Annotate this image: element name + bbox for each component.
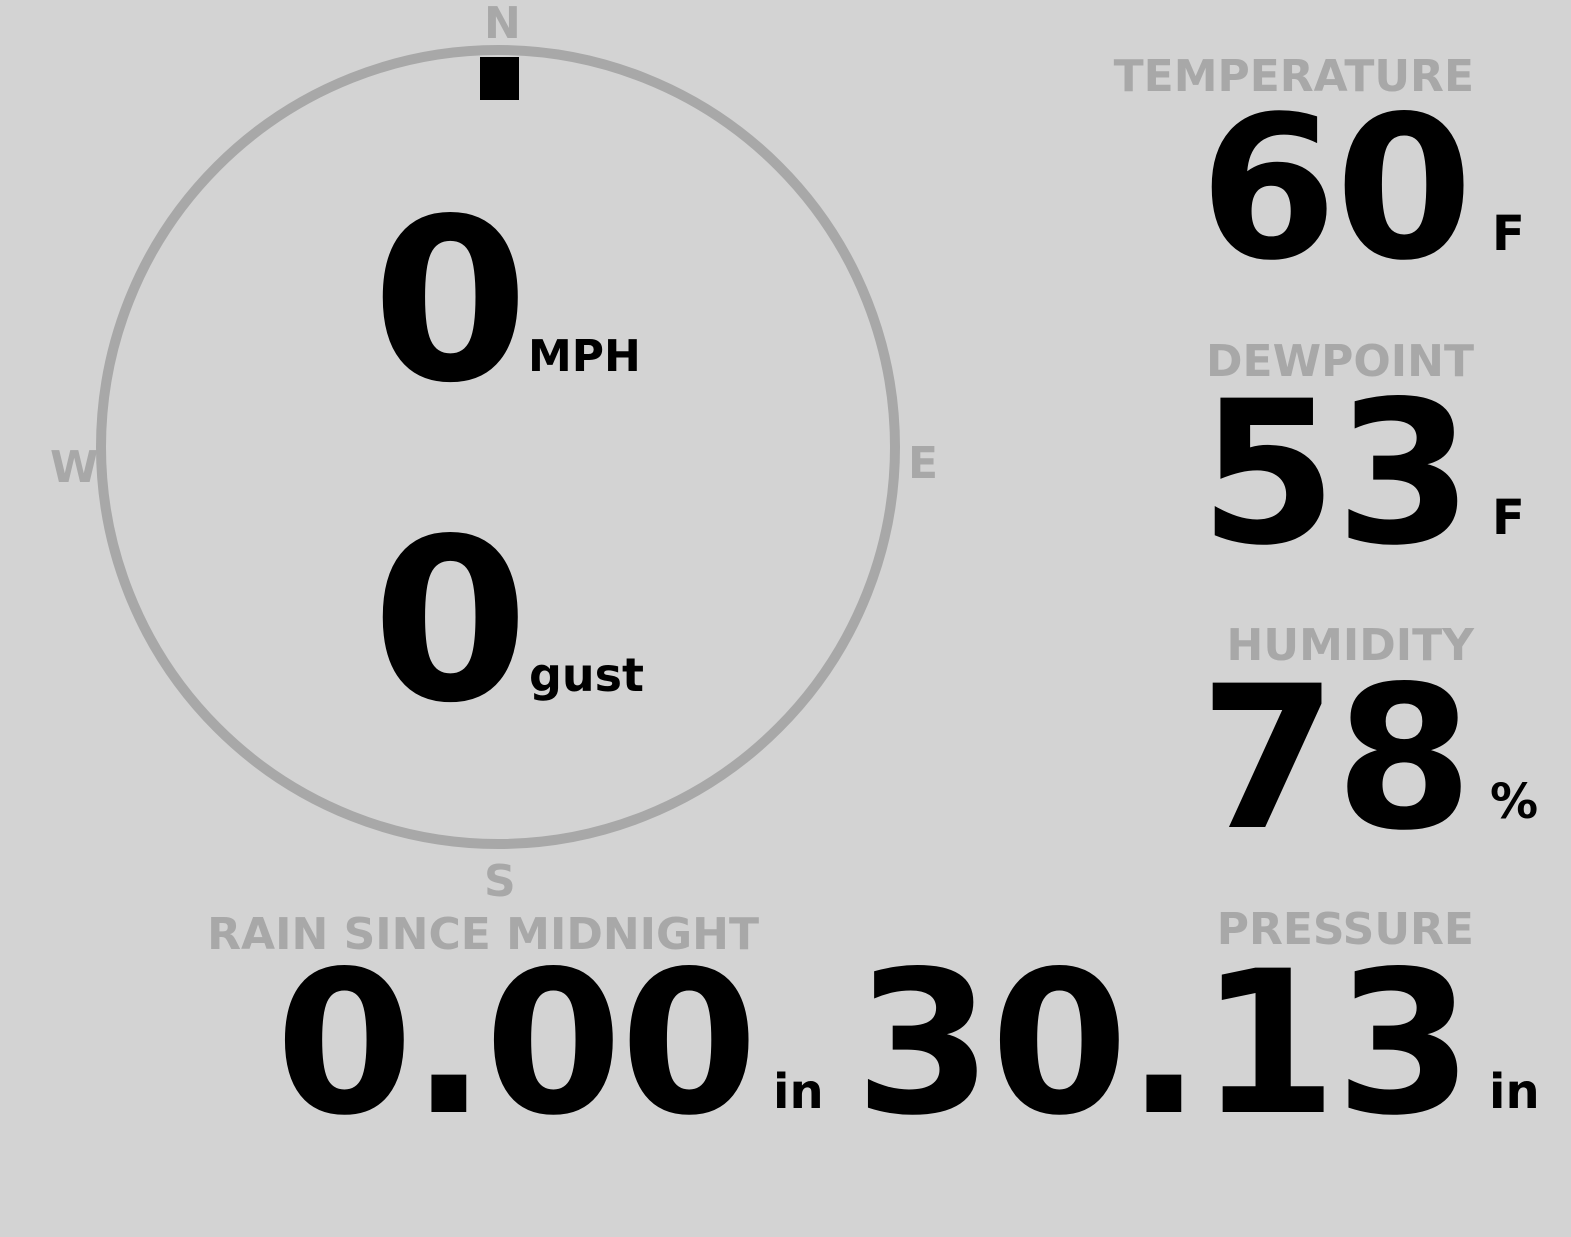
compass-east: E: [908, 438, 939, 489]
rain-unit: in: [773, 1064, 824, 1120]
rain-label: RAIN SINCE MIDNIGHT: [207, 909, 759, 960]
compass-ring: [96, 45, 900, 849]
humidity-unit: %: [1490, 774, 1539, 830]
compass-north: N: [484, 0, 521, 49]
dewpoint-unit: F: [1492, 490, 1525, 546]
humidity-value: 78: [1199, 643, 1473, 874]
temperature-value: 60: [1199, 73, 1473, 304]
temperature-unit: F: [1492, 206, 1525, 262]
pressure-label: PRESSURE: [1216, 904, 1474, 955]
rain-value: 0.00: [275, 928, 758, 1159]
wind-speed-unit: MPH: [528, 331, 641, 382]
compass-west: W: [50, 442, 99, 493]
dewpoint-label: DEWPOINT: [1206, 336, 1474, 387]
wind-direction-marker: [480, 57, 519, 100]
wind-speed-value: 0: [372, 171, 529, 433]
dewpoint-value: 53: [1199, 358, 1473, 589]
wind-gust-unit: gust: [529, 648, 645, 702]
humidity-label: HUMIDITY: [1226, 620, 1474, 671]
temperature-label: TEMPERATURE: [1113, 51, 1474, 102]
pressure-unit: in: [1489, 1064, 1540, 1120]
wind-gust-value: 0: [372, 491, 529, 753]
compass-south: S: [484, 856, 516, 907]
pressure-value: 30.13: [854, 928, 1473, 1159]
